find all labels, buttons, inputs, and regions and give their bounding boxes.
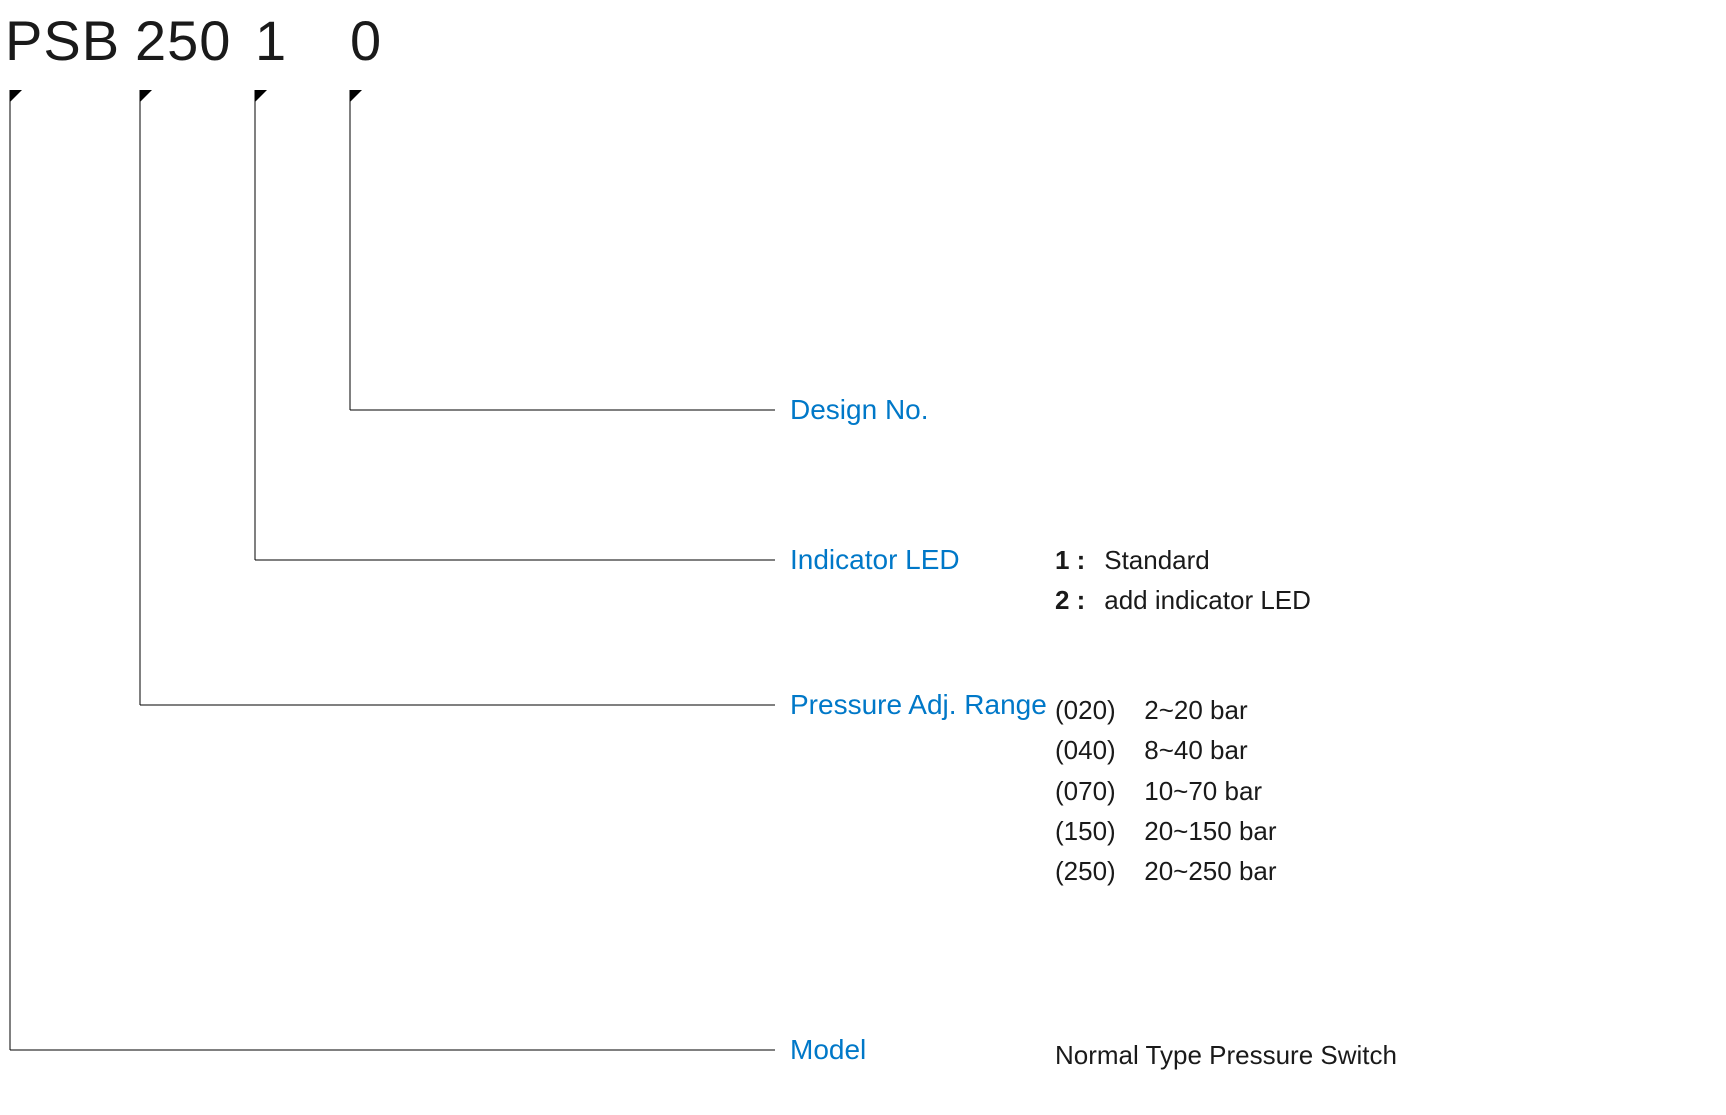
pressure-code: (250): [1055, 851, 1137, 891]
segment-0: 0: [350, 8, 382, 73]
pressure-row: (020) 2~20 bar: [1055, 690, 1277, 730]
pressure-value: 8~40 bar: [1144, 735, 1247, 765]
label-design-no: Design No.: [790, 394, 929, 426]
label-pressure-range: Pressure Adj. Range: [790, 689, 1047, 721]
pressure-value: 20~250 bar: [1144, 856, 1276, 886]
tick-250: [140, 90, 152, 102]
detail-indicator-led: 1 : Standard 2 : add indicator LED: [1055, 540, 1311, 621]
pressure-code: (020): [1055, 690, 1137, 730]
indicator-value: add indicator LED: [1104, 585, 1311, 615]
segment-1: 1: [255, 8, 287, 73]
pressure-code: (070): [1055, 771, 1137, 811]
indicator-key: 2 :: [1055, 580, 1097, 620]
segment-250: 250: [135, 8, 231, 73]
pressure-row: (070) 10~70 bar: [1055, 771, 1277, 811]
pressure-code: (150): [1055, 811, 1137, 851]
indicator-key: 1 :: [1055, 540, 1097, 580]
pressure-value: 20~150 bar: [1144, 816, 1276, 846]
detail-model: Normal Type Pressure Switch: [1055, 1035, 1397, 1075]
detail-pressure-range: (020) 2~20 bar (040) 8~40 bar (070) 10~7…: [1055, 690, 1277, 891]
indicator-row: 2 : add indicator LED: [1055, 580, 1311, 620]
indicator-row: 1 : Standard: [1055, 540, 1311, 580]
pressure-row: (150) 20~150 bar: [1055, 811, 1277, 851]
tick-psb: [10, 90, 22, 102]
pressure-row: (040) 8~40 bar: [1055, 730, 1277, 770]
label-model: Model: [790, 1034, 866, 1066]
label-indicator-led: Indicator LED: [790, 544, 960, 576]
tick-1: [255, 90, 267, 102]
tick-0: [350, 90, 362, 102]
indicator-value: Standard: [1104, 545, 1210, 575]
segment-psb: PSB: [5, 8, 120, 73]
pressure-value: 2~20 bar: [1144, 695, 1247, 725]
pressure-row: (250) 20~250 bar: [1055, 851, 1277, 891]
pressure-value: 10~70 bar: [1144, 776, 1262, 806]
pressure-code: (040): [1055, 730, 1137, 770]
